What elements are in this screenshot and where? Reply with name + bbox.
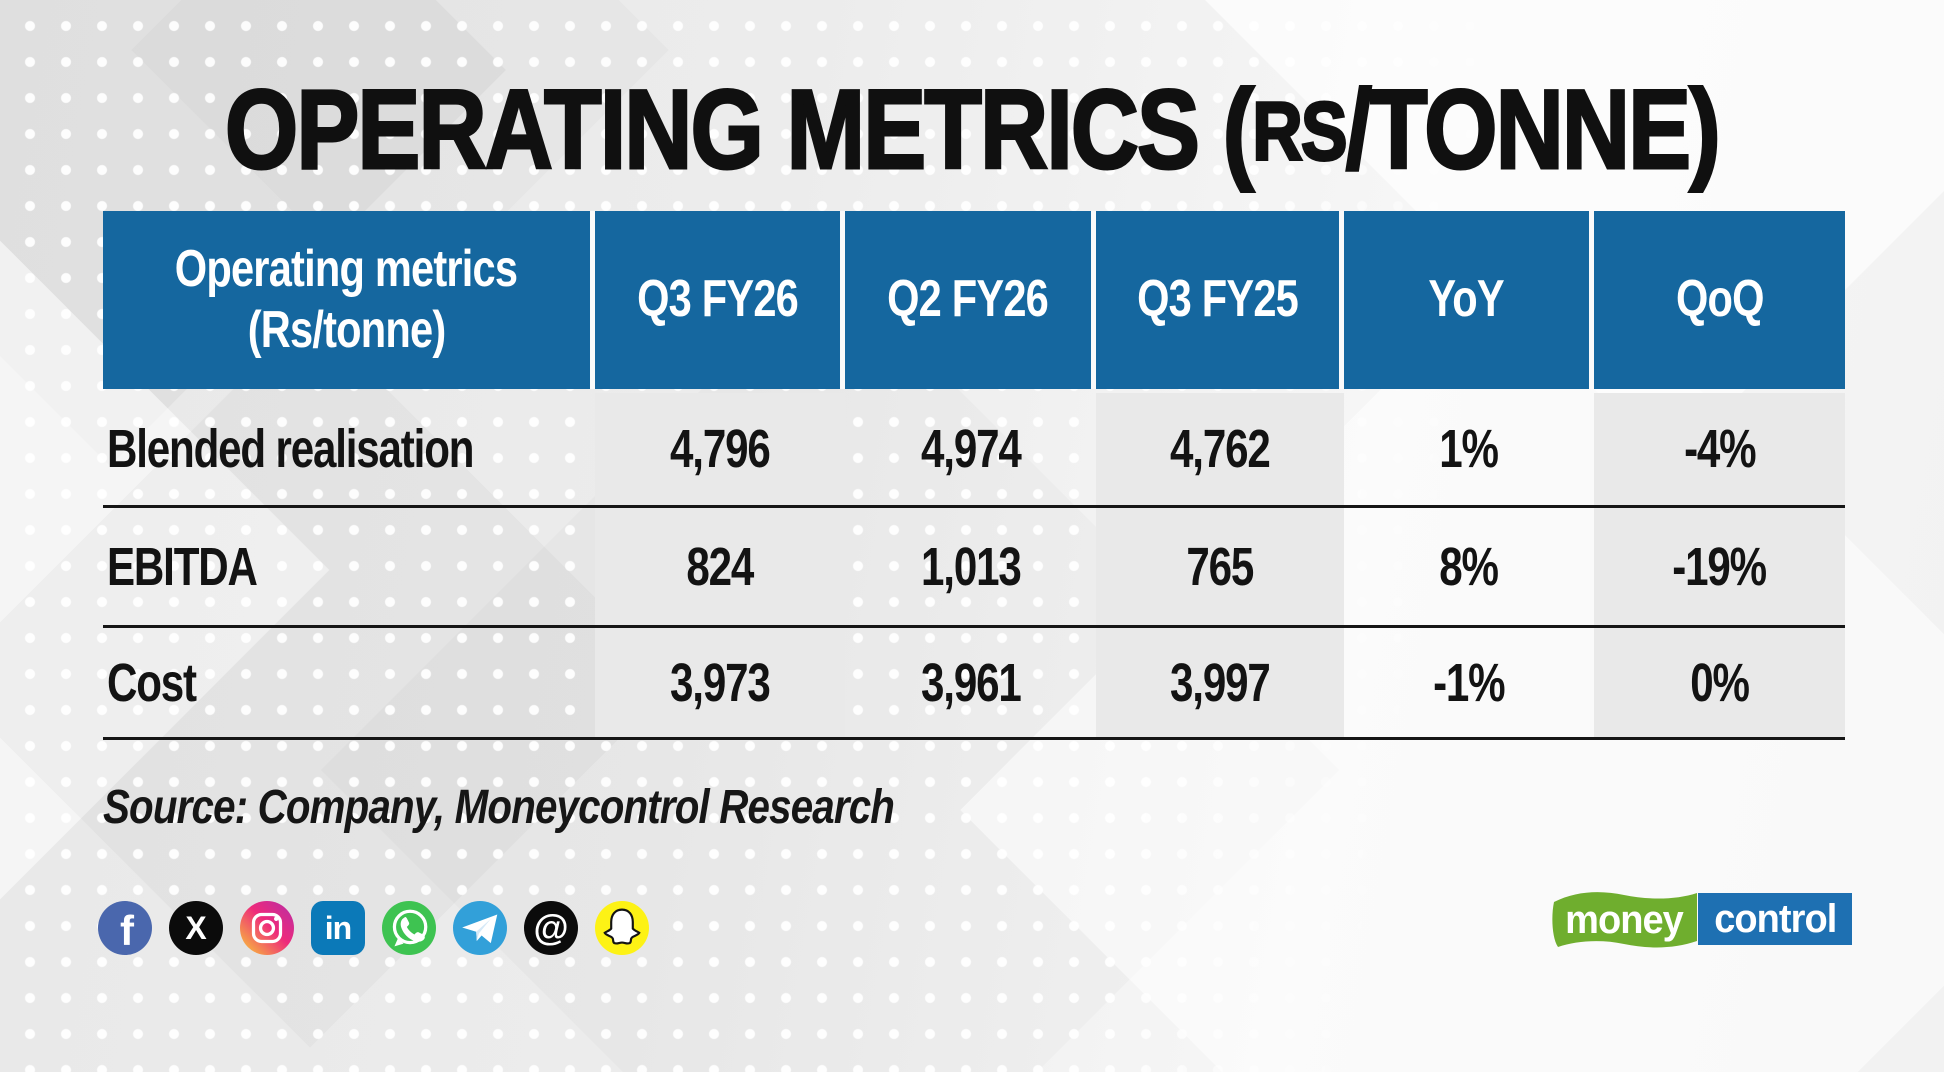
source-note: Source: Company, Moneycontrol Research <box>103 781 895 834</box>
column-band <box>1096 393 1344 740</box>
header-cell-qoq: QoQ <box>1594 211 1845 389</box>
linkedin-icon[interactable]: in <box>311 901 365 955</box>
table-body: Blended realisation 4,796 4,974 4,762 1%… <box>103 393 1845 740</box>
x-twitter-icon[interactable]: X <box>169 901 223 955</box>
column-band <box>1594 393 1845 740</box>
value-cell: 3,973 <box>670 652 771 713</box>
value-cell: 3,961 <box>920 652 1022 713</box>
logo-control-text: control <box>1713 896 1837 941</box>
row-label: Blended realisation <box>107 419 474 479</box>
facebook-icon[interactable]: f <box>98 901 152 955</box>
page-title: OPERATING METRICS (RS/TONNE) <box>224 67 1722 192</box>
threads-icon[interactable]: @ <box>524 901 578 955</box>
telegram-icon[interactable] <box>453 901 507 955</box>
header-cell-yoy: YoY <box>1344 211 1594 389</box>
value-cell: 3,997 <box>1170 652 1271 713</box>
value-cell: 0% <box>1690 652 1750 713</box>
value-cell: 4,762 <box>1170 419 1271 479</box>
value-cell: -1% <box>1433 652 1506 713</box>
whatsapp-icon[interactable] <box>382 901 436 955</box>
row-label: Cost <box>107 652 197 713</box>
header-cell-q3fy25: Q3 FY25 <box>1096 211 1344 389</box>
header-cell-q3fy26: Q3 FY26 <box>595 211 845 389</box>
value-cell: 1% <box>1439 419 1500 479</box>
moneycontrol-logo: money control <box>1548 886 1852 952</box>
logo-money-text: money <box>1565 897 1684 942</box>
value-cell: 4,796 <box>670 419 771 479</box>
value-cell: 765 <box>1186 536 1255 597</box>
social-icons-row: f X in <box>98 901 649 955</box>
value-cell: 824 <box>686 536 755 597</box>
value-cell: -4% <box>1683 419 1757 479</box>
table-row-ebitda: EBITDA 824 1,013 765 8% -19% <box>103 508 1845 628</box>
instagram-icon[interactable] <box>240 901 294 955</box>
column-band <box>595 393 845 740</box>
row-label: EBITDA <box>107 536 258 597</box>
table-header-row: Operating metrics (Rs/tonne) Q3 FY26 Q2 … <box>103 211 1845 389</box>
value-cell: 4,974 <box>920 419 1022 479</box>
logo-control-box: control <box>1698 893 1852 945</box>
operating-metrics-table: Operating metrics (Rs/tonne) Q3 FY26 Q2 … <box>103 211 1845 740</box>
header-cell-metrics: Operating metrics (Rs/tonne) <box>103 211 595 389</box>
snapchat-icon[interactable] <box>595 901 649 955</box>
header-cell-q2fy26: Q2 FY26 <box>845 211 1096 389</box>
table-row-cost: Cost 3,973 3,961 3,997 -1% 0% <box>103 628 1845 740</box>
value-cell: -19% <box>1672 536 1768 597</box>
value-cell: 1,013 <box>920 536 1022 597</box>
logo-money-flag: money <box>1548 886 1700 952</box>
table-row-blended-realisation: Blended realisation 4,796 4,974 4,762 1%… <box>103 393 1845 508</box>
value-cell: 8% <box>1439 536 1500 597</box>
